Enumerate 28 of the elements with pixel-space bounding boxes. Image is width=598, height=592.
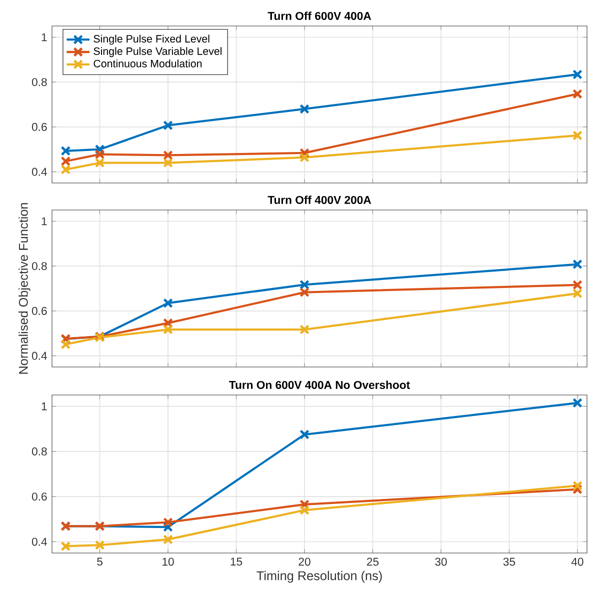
y-tick-label: 0.4 — [32, 352, 47, 360]
x-tick-label: 5 — [97, 558, 102, 566]
chart-title: Turn Off 400V 200A — [268, 196, 372, 204]
x-tick-label: 15 — [230, 558, 242, 566]
chart-title: Turn On 600V 400A No Overshoot — [229, 380, 410, 389]
x-tick-label: 10 — [162, 558, 174, 566]
y-tick-label: 0.6 — [32, 306, 47, 315]
chart-title: Turn Off 600V 400A — [268, 12, 372, 20]
legend-label: Continuous Modulation — [94, 60, 202, 68]
y-tick-label: 0.8 — [32, 262, 47, 270]
y-tick-label: 0.8 — [32, 78, 47, 86]
y-tick-label: 0.4 — [32, 168, 47, 176]
legend-label: Single Pulse Variable Level — [94, 47, 222, 58]
y-tick-label: 0.6 — [32, 492, 47, 501]
y-tick-label: 0.6 — [32, 122, 47, 131]
legend-label: Single Pulse Fixed Level — [94, 34, 210, 45]
y-tick-label: 0.8 — [32, 447, 47, 456]
x-tick-label: 35 — [503, 558, 516, 566]
y-tick-label: 1 — [42, 217, 47, 226]
x-tick-label: 30 — [435, 558, 447, 566]
x-tick-label: 20 — [298, 558, 310, 566]
y-tick-label: 1 — [42, 33, 47, 42]
x-tick-label: 25 — [366, 558, 379, 566]
y-tick-label: 1 — [42, 402, 47, 410]
x-tick-label: 40 — [571, 558, 584, 566]
x-axis-title: Timing Resolution (ns) — [256, 570, 382, 583]
y-axis-title: Normalised Objective Function — [18, 203, 30, 374]
y-tick-label: 0.4 — [32, 538, 47, 546]
